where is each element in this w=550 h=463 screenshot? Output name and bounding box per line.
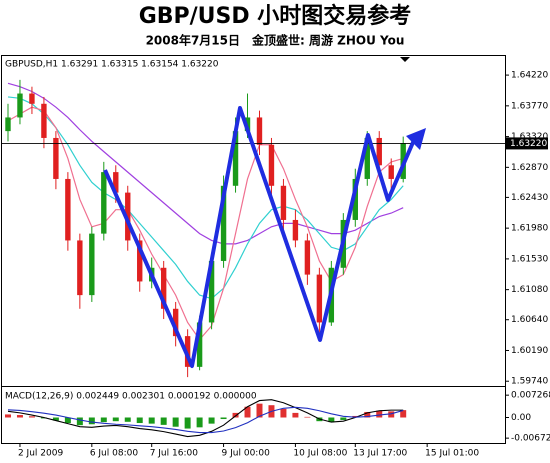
y-tick-label: 1.59740: [511, 377, 548, 387]
x-tick-label: 10 Jul 08:00: [293, 449, 347, 459]
macd-bar: [112, 417, 119, 422]
macd-bar: [4, 414, 11, 418]
candle-body: [352, 178, 358, 220]
macd-bar: [16, 415, 23, 418]
candle-body: [137, 240, 143, 282]
shift-marker: [400, 57, 410, 62]
candle-body: [388, 165, 394, 179]
y-tick-label: 1.63770: [511, 101, 548, 111]
x-tick-label: 9 Jul 00:00: [222, 449, 271, 459]
macd-bar: [184, 417, 191, 429]
last-price-box: [506, 137, 548, 150]
candle-body: [280, 185, 287, 220]
x-tick-label: 7 Jul 16:00: [150, 449, 199, 459]
macd-bar: [340, 417, 347, 420]
zigzag: [103, 106, 416, 368]
macd-bar: [88, 417, 95, 425]
candle-body: [160, 267, 167, 309]
candle-body: [17, 93, 23, 118]
moving-average: [7, 106, 404, 341]
plot-frame: [1, 55, 506, 444]
chart-title: GBP/USD 小时图交易参考: [139, 3, 412, 29]
macd-bar: [100, 417, 107, 423]
macd-bar: [52, 417, 59, 421]
candle-body: [172, 308, 179, 337]
candle-body: [304, 240, 311, 275]
macd-bar: [136, 417, 143, 424]
macd-bar: [76, 417, 83, 426]
y-tick-label: 1.64220: [511, 71, 548, 81]
macd-bar: [244, 406, 251, 418]
macd-bar: [124, 417, 131, 422]
macd-bar: [64, 417, 71, 424]
y-tick-label: 1.60640: [511, 315, 548, 325]
macd-info: MACD(12,26,9) 0.002449 0.002301 0.000192…: [5, 392, 257, 402]
macd-bar: [256, 403, 263, 418]
macd-bar: [280, 408, 287, 418]
macd-line: [7, 399, 404, 438]
y-tick-label: 1.63320: [511, 132, 548, 142]
candle-body: [5, 117, 11, 132]
y-tick-label: 1.61980: [511, 224, 548, 234]
x-tick-label: 15 Jul 01:00: [425, 449, 479, 459]
macd-bar: [208, 417, 215, 424]
y-tick-label: 0.00: [511, 413, 531, 423]
y-tick-label: 1.61530: [511, 254, 548, 264]
y-tick-label: -0.006720: [511, 434, 550, 444]
candle-body: [376, 137, 382, 166]
macd-bar: [148, 417, 155, 424]
candle-body: [77, 240, 83, 296]
candle-body: [65, 178, 71, 241]
y-tick-label: 1.62870: [511, 163, 548, 173]
macd-bar: [160, 417, 167, 425]
candle-body: [220, 185, 227, 261]
macd-bar: [376, 410, 383, 418]
x-tick-label: 13 Jul 17:00: [353, 449, 407, 459]
candle-body: [41, 103, 47, 138]
arrow-head: [406, 128, 426, 150]
candle-body: [364, 137, 370, 179]
candle-body: [268, 144, 275, 186]
chart-subtitle: 2008年7月15日 金顶盛世: 周游 ZHOU You: [146, 33, 405, 48]
candle-body: [256, 117, 263, 145]
wave-annotation: [103, 106, 426, 368]
macd-line: [7, 406, 404, 434]
y-tick-label: 1.61080: [511, 285, 548, 295]
macd-bar: [232, 412, 239, 418]
macd-bar: [28, 416, 35, 418]
candle-body: [29, 93, 35, 104]
macd-bar: [292, 412, 299, 418]
last-price-label: 1.63220: [510, 139, 547, 149]
candle-body: [101, 172, 107, 234]
candle-body: [232, 131, 239, 186]
macd-bar: [172, 417, 179, 427]
candle-body: [208, 260, 215, 323]
x-tick-label: 6 Jul 08:00: [90, 449, 139, 459]
macd-bar: [196, 417, 203, 428]
candle-body: [292, 219, 299, 241]
x-tick-label: 2 Jul 2009: [18, 449, 63, 459]
y-tick-label: 1.60190: [511, 346, 548, 356]
macd-bar: [388, 411, 395, 418]
candle-body: [89, 233, 95, 296]
price-info: GBPUSD,H1 1.63291 1.63315 1.63154 1.6322…: [5, 60, 219, 70]
candle-body: [196, 322, 203, 367]
candle-body: [113, 172, 119, 193]
macd-bar: [400, 410, 407, 418]
macd-bar: [220, 417, 227, 420]
y-tick-label: 0.007268: [511, 391, 550, 401]
y-tick-label: 1.62430: [511, 193, 548, 203]
macd-bar: [304, 416, 311, 418]
candle-body: [316, 274, 323, 323]
moving-average: [7, 82, 404, 245]
macd-bar: [328, 417, 335, 423]
macd-bar: [364, 411, 371, 418]
candle-body: [53, 137, 59, 179]
